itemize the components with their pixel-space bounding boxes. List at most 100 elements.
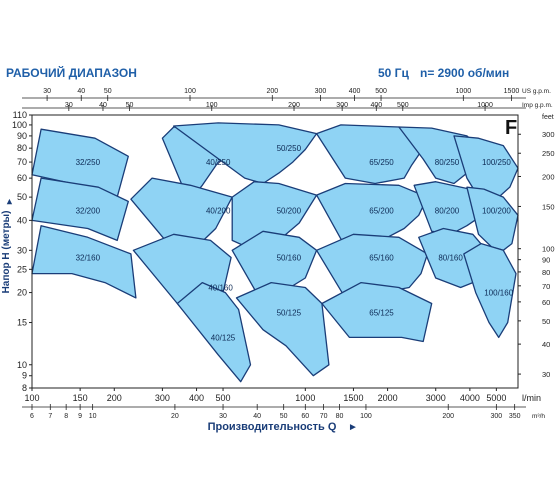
us-gpm-tick-label: 1000 (456, 88, 472, 95)
pump-label-32-200: 32/200 (76, 206, 101, 215)
feet-tick-label: 250 (542, 149, 555, 158)
imp-gpm-tick-label: 300 (336, 102, 348, 109)
m3h-tick-label: 300 (491, 413, 503, 420)
chart-title: РАБОЧИЙ ДИАПАЗОН (6, 66, 137, 80)
pump-label-65-125: 65/125 (369, 309, 394, 318)
y-tick-label: 110 (13, 110, 27, 120)
feet-tick-label: 300 (542, 130, 555, 139)
x-tick-label: 5000 (486, 393, 506, 403)
pump-area-65-250 (315, 124, 429, 185)
y-tick-label: 80 (17, 143, 27, 153)
y-tick-label: 90 (17, 131, 27, 141)
axes: 8910152025304050607080901001103040506070… (12, 88, 555, 420)
speed-label: n= 2900 об/мин (420, 66, 510, 80)
y-tick-label: 50 (17, 192, 27, 202)
pump-area-100-200 (466, 186, 519, 251)
m3h-tick-label: 350 (509, 413, 521, 420)
us-gpm-tick-label: 300 (315, 88, 327, 95)
pump-label-40-250: 40/250 (206, 158, 231, 167)
us-gpm-tick-label: 1500 (504, 88, 520, 95)
x-tick-label: 200 (107, 393, 122, 403)
m3h-tick-label: 6 (30, 413, 34, 420)
x-tick-label: 300 (155, 393, 170, 403)
x-axis-unit: l/min (522, 393, 541, 403)
frequency-label: 50 Гц (378, 66, 409, 80)
y-axis-arrow: ► (4, 197, 14, 206)
y-tick-label: 25 (17, 264, 27, 274)
feet-axis-label: feet (542, 114, 554, 121)
imp-gpm-tick-label: 500 (397, 102, 409, 109)
x-tick-label: 1000 (295, 393, 315, 403)
pump-label-50-160: 50/160 (277, 254, 302, 263)
series-letter: F (505, 117, 517, 139)
feet-tick-label: 60 (542, 298, 550, 307)
feet-tick-label: 30 (542, 370, 550, 379)
pump-area-65-125 (321, 281, 433, 343)
pump-area-50-200 (231, 181, 318, 251)
feet-tick-label: 90 (542, 256, 550, 265)
pump-label-40-160: 40/160 (208, 284, 233, 293)
x-axis-arrow: ► (348, 422, 358, 433)
pump-label-65-160: 65/160 (369, 254, 394, 263)
m3h-tick-label: 200 (442, 413, 454, 420)
pump-label-100-200: 100/200 (482, 206, 511, 215)
m3h-tick-label: 9 (78, 413, 82, 420)
m3h-tick-label: 8 (64, 413, 68, 420)
feet-tick-label: 40 (542, 340, 550, 349)
pump-label-32-250: 32/250 (76, 158, 101, 167)
feet-tick-label: 80 (542, 268, 550, 277)
pump-labels: 32/250 32/200 32/160 40/250 40/200 40/160 40/1… (76, 144, 514, 342)
pump-label-65-250: 65/250 (369, 158, 394, 167)
pump-area-32-200 (31, 177, 129, 242)
plot-frame (31, 114, 519, 389)
pump-label-50-200: 50/200 (277, 206, 302, 215)
pump-label-32-160: 32/160 (76, 254, 101, 263)
pump-label-65-200: 65/200 (369, 206, 394, 215)
feet-tick-label: 150 (542, 202, 555, 211)
pump-label-80-160: 80/160 (438, 254, 463, 263)
imp-gpm-tick-label: 200 (288, 102, 300, 109)
x-tick-label: 1500 (343, 393, 363, 403)
pump-label-40-125: 40/125 (211, 333, 236, 342)
m3h-tick-label: 30 (219, 413, 227, 420)
pump-area-40-125 (176, 281, 252, 383)
y-tick-label: 20 (17, 288, 27, 298)
imp-gpm-tick-label: 400 (370, 102, 382, 109)
x-tick-label: 400 (189, 393, 204, 403)
m3h-tick-label: 7 (48, 413, 52, 420)
pump-label-50-125: 50/125 (277, 309, 302, 318)
x-axis-label: Производительность Q (208, 421, 337, 433)
m3h-tick-label: 20 (171, 413, 179, 420)
y-tick-label: 100 (12, 120, 27, 130)
m3h-tick-label: 100 (360, 413, 372, 420)
imp-gpm-tick-label: 50 (126, 102, 134, 109)
pump-label-80-250: 80/250 (435, 158, 460, 167)
y-tick-label: 9 (22, 371, 27, 381)
y-tick-label: 15 (17, 318, 27, 328)
feet-tick-label: 200 (542, 172, 555, 181)
x-tick-label: 500 (216, 393, 231, 403)
m3h-tick-label: 40 (253, 413, 261, 420)
pump-label-50-250: 50/250 (277, 144, 302, 153)
m3h-unit: m³/h (532, 413, 545, 420)
y-tick-label: 70 (17, 157, 27, 167)
us-gpm-tick-label: 50 (104, 88, 112, 95)
pump-area-32-160 (31, 225, 137, 299)
m3h-tick-label: 60 (301, 413, 309, 420)
us-gpm-tick-label: 500 (375, 88, 387, 95)
us-gpm-tick-label: 200 (266, 88, 278, 95)
pump-area-50-250 (173, 122, 318, 185)
pump-areas (31, 122, 519, 383)
us-gpm-tick-label: 30 (43, 88, 51, 95)
pump-area-100-160 (463, 242, 517, 339)
y-tick-label: 30 (17, 245, 27, 255)
y-tick-label: 40 (17, 215, 27, 225)
imp-gpm-tick-label: 100 (206, 102, 218, 109)
imp-gpm-tick-label: 40 (99, 102, 107, 109)
imp-gpm-tick-label: 30 (65, 102, 73, 109)
feet-tick-label: 100 (542, 245, 555, 254)
pump-label-100-160: 100/160 (484, 289, 513, 298)
imp-gpm-unit: Imp g.p.m. (522, 102, 553, 109)
x-tick-label: 3000 (426, 393, 446, 403)
